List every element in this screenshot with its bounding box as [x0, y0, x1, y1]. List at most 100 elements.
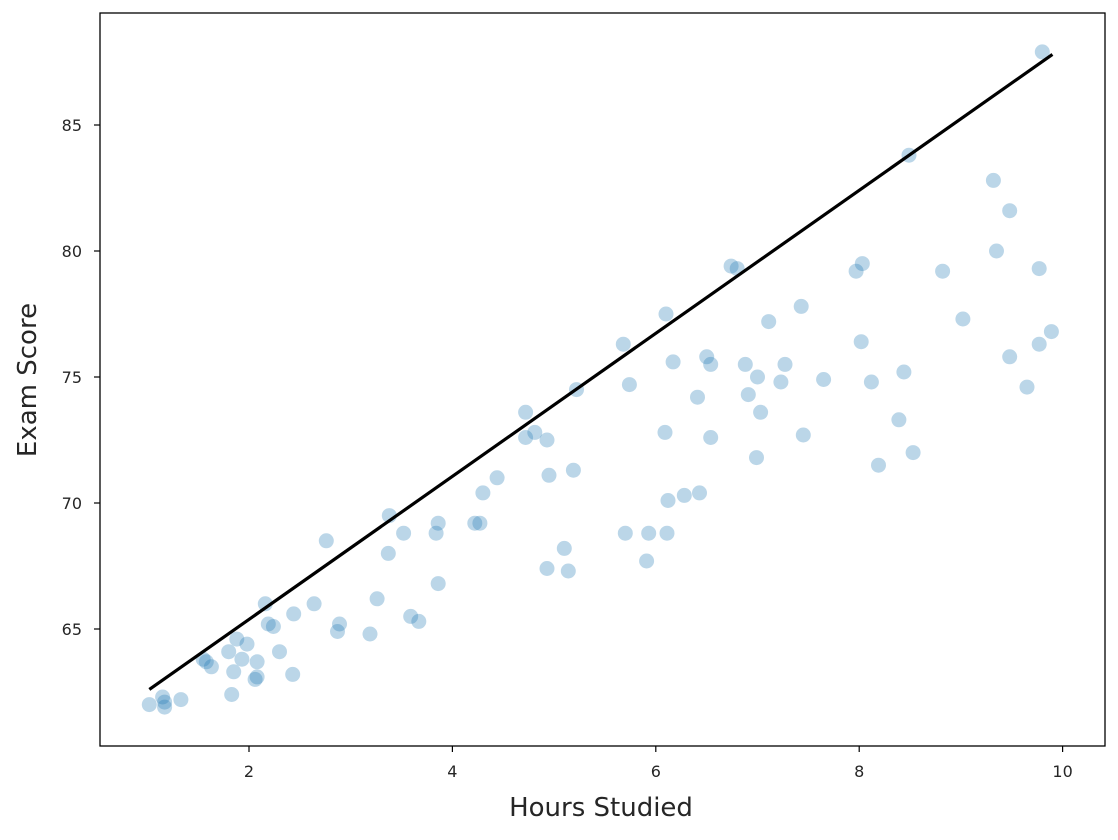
y-tick-label: 75 [62, 368, 82, 387]
data-point [556, 540, 572, 556]
data-point [565, 462, 581, 478]
y-axis-title: Exam Score [13, 303, 43, 457]
data-point [157, 699, 173, 715]
data-point [955, 311, 971, 327]
data-point [863, 374, 879, 390]
x-tick-label: 8 [854, 762, 864, 781]
data-point [173, 692, 189, 708]
data-point [157, 694, 173, 710]
data-point [411, 613, 427, 629]
data-point [723, 258, 739, 274]
data-point [257, 596, 273, 612]
data-point [1002, 203, 1018, 219]
data-point [989, 243, 1004, 259]
data-point [871, 457, 886, 473]
data-point [676, 487, 692, 503]
data-point [229, 631, 245, 647]
data-point [853, 334, 869, 350]
data-point [658, 306, 674, 322]
data-point [489, 470, 505, 486]
data-point [527, 424, 543, 440]
y-tick-label: 85 [62, 116, 82, 135]
x-tick-label: 6 [651, 762, 661, 781]
data-point [221, 644, 237, 660]
data-point [1043, 324, 1059, 340]
data-point [285, 666, 301, 682]
y-tick-label: 70 [62, 494, 82, 513]
data-point [749, 450, 764, 466]
data-point [332, 616, 347, 632]
data-point [639, 553, 655, 569]
y-tick-label: 80 [62, 242, 82, 261]
data-point [369, 591, 385, 607]
data-point [1031, 336, 1047, 352]
data-point [848, 263, 864, 279]
x-tick-label: 2 [244, 762, 254, 781]
data-point [703, 356, 719, 372]
data-point [226, 664, 242, 680]
data-point [692, 485, 707, 501]
data-point [396, 525, 412, 541]
data-point [260, 616, 276, 632]
data-point [660, 493, 676, 508]
data-point [155, 689, 171, 705]
data-point [777, 356, 793, 372]
x-axis-ticks: 2 4 6 8 10 [244, 746, 1073, 781]
data-point [428, 525, 444, 541]
data-point [286, 606, 302, 622]
axes-frame [99, 12, 1106, 747]
data-point [430, 515, 446, 531]
data-point [518, 430, 534, 445]
data-point [330, 624, 345, 639]
data-point [539, 432, 555, 448]
data-point [403, 608, 419, 624]
data-point [641, 525, 657, 541]
data-point [659, 525, 675, 541]
data-point [617, 525, 633, 541]
data-point [318, 533, 334, 549]
data-point [657, 424, 673, 440]
x-axis-title: Hours Studied [509, 793, 693, 823]
data-point [905, 445, 921, 461]
data-point [740, 387, 756, 403]
data-point [518, 404, 534, 420]
data-point [472, 515, 488, 531]
data-point [750, 369, 765, 385]
data-point [265, 619, 281, 634]
data-point [1002, 349, 1018, 365]
data-point [141, 697, 157, 713]
data-point [896, 364, 912, 380]
data-point [306, 596, 322, 612]
data-point [854, 256, 870, 272]
data-point [234, 651, 250, 667]
data-point [272, 644, 287, 660]
data-points [141, 44, 1059, 715]
data-point [249, 654, 265, 670]
data-point [891, 412, 907, 428]
data-point [1019, 379, 1035, 395]
regression-line-path [148, 53, 1054, 691]
data-point [816, 372, 832, 387]
data-point [615, 336, 631, 352]
data-point [203, 659, 219, 675]
data-point [539, 561, 555, 576]
data-point [560, 563, 576, 579]
data-point [224, 687, 240, 702]
x-tick-label: 4 [447, 762, 457, 781]
data-point [621, 377, 637, 393]
regression-line [148, 53, 1054, 691]
y-axis-ticks: 65 70 75 80 85 [62, 116, 100, 639]
data-point [737, 356, 753, 372]
data-point [475, 485, 491, 501]
data-point [198, 654, 214, 670]
data-point [249, 669, 265, 685]
data-point [985, 172, 1001, 188]
data-point [699, 349, 715, 365]
data-point [430, 576, 446, 592]
data-point [793, 298, 809, 314]
data-point [665, 354, 681, 370]
x-tick-label: 10 [1052, 762, 1072, 781]
data-point [239, 636, 255, 652]
data-point [380, 545, 396, 561]
